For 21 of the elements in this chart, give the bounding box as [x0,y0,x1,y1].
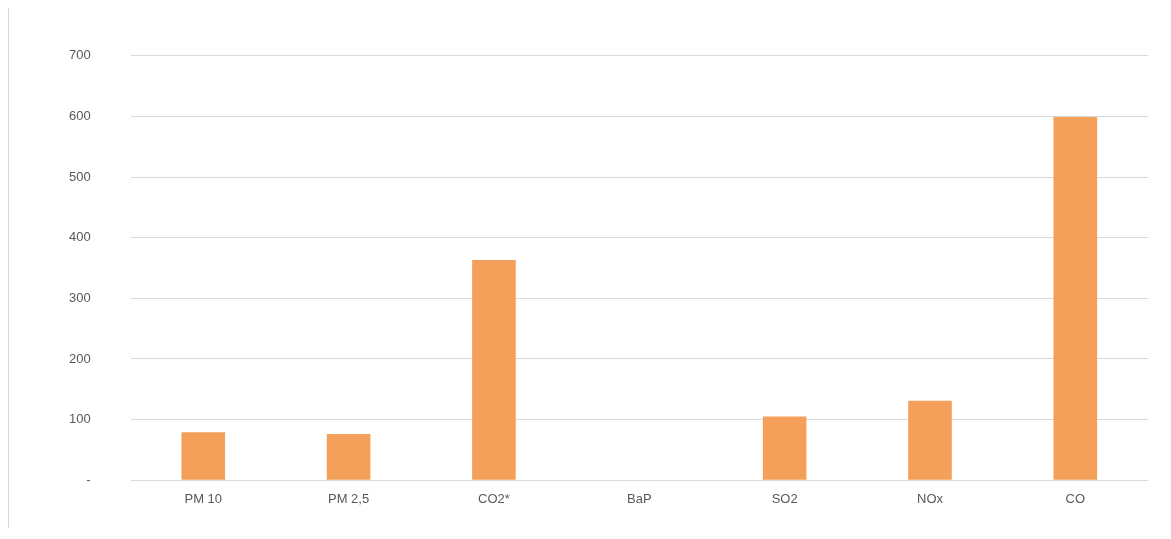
y-tick-label: 500 [68,168,91,184]
y-tick-label: 100 [68,411,91,427]
bar [472,260,516,480]
y-tick-label: 600 [68,108,91,124]
x-tick-label: CO2* [478,490,510,506]
x-tick-label: CO [1065,490,1086,506]
bar [1053,117,1098,480]
y-tick-label: 200 [68,350,91,366]
bar [181,432,226,480]
x-tick-label: SO2 [771,490,798,506]
x-tick-label: PM 2,5 [328,490,370,506]
bar [908,400,952,480]
x-tick-label: BaP [627,490,652,506]
y-tick-label: - [86,471,91,487]
y-tick-label: 400 [68,229,91,245]
x-tick-label: NOx [917,490,944,506]
y-tick-label: 300 [68,289,91,305]
x-tick-label: PM 10 [184,490,223,506]
bar [762,416,807,480]
bar [326,434,371,480]
y-tick-label: 700 [68,47,91,63]
